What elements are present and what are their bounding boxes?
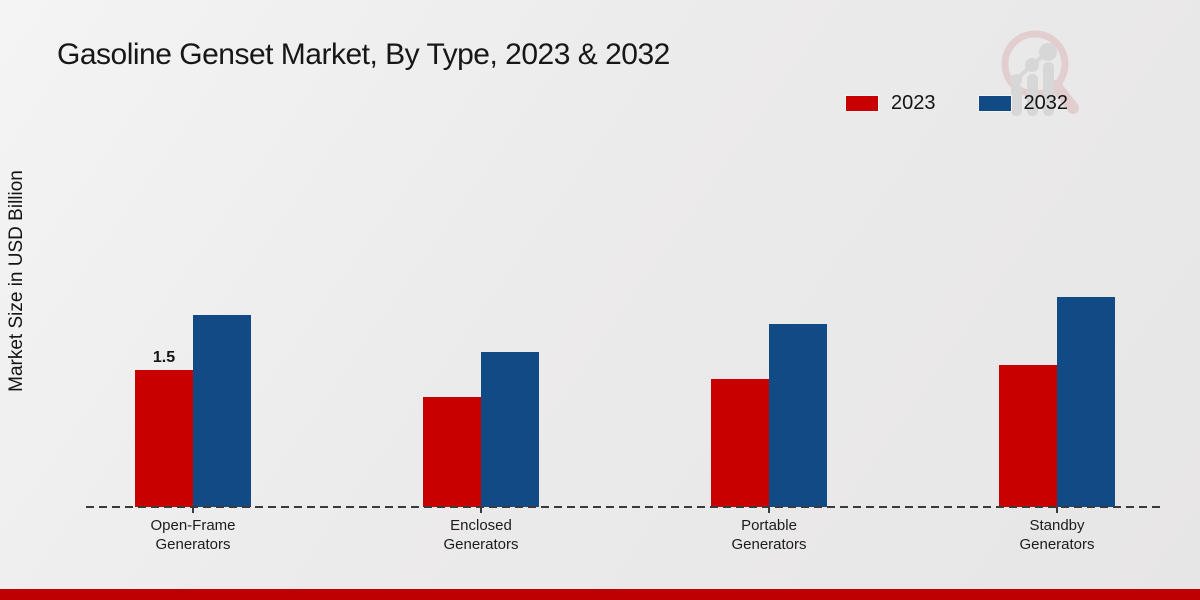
x-tick-label-enclosed-generators: Enclosed Generators bbox=[443, 517, 519, 553]
legend-item-2032: 2032 bbox=[977, 92, 1069, 115]
bar-2032-portable-generators bbox=[769, 324, 827, 507]
bar-2032-open-frame-generators bbox=[193, 315, 251, 507]
x-axis-dashed-line bbox=[86, 506, 1165, 508]
bar-2032-enclosed-generators bbox=[481, 352, 539, 507]
legend-label: 2032 bbox=[1023, 92, 1069, 114]
axis-tick bbox=[768, 507, 770, 513]
legend: 2023 2032 bbox=[845, 92, 1068, 115]
legend-swatch-2023 bbox=[845, 95, 879, 112]
legend-swatch-2032 bbox=[977, 95, 1012, 112]
data-label-2023: 1.5 bbox=[152, 349, 176, 366]
bar-2032-standby-generators bbox=[1057, 297, 1115, 507]
x-tick-label-portable-generators: Portable Generators bbox=[731, 517, 807, 553]
legend-label: 2023 bbox=[891, 92, 936, 114]
x-tick-label-open-frame-generators: Open-Frame Generators bbox=[150, 517, 236, 553]
x-tick-label-standby-generators: Standby Generators bbox=[1019, 517, 1095, 553]
bar-2023-standby-generators bbox=[999, 365, 1057, 507]
magnifier-growth-logo-icon bbox=[1001, 30, 1079, 116]
chart-title: Gasoline Genset Market, By Type, 2023 & … bbox=[57, 38, 670, 71]
footer-accent-bar bbox=[0, 589, 1200, 600]
bar-2023-portable-generators bbox=[711, 379, 769, 507]
axis-tick bbox=[192, 507, 194, 513]
axis-tick bbox=[1056, 507, 1058, 513]
axis-tick bbox=[480, 507, 482, 513]
legend-item-2023: 2023 bbox=[845, 92, 936, 115]
bar-2023-open-frame-generators bbox=[135, 370, 193, 507]
bar-2023-enclosed-generators bbox=[423, 397, 481, 507]
